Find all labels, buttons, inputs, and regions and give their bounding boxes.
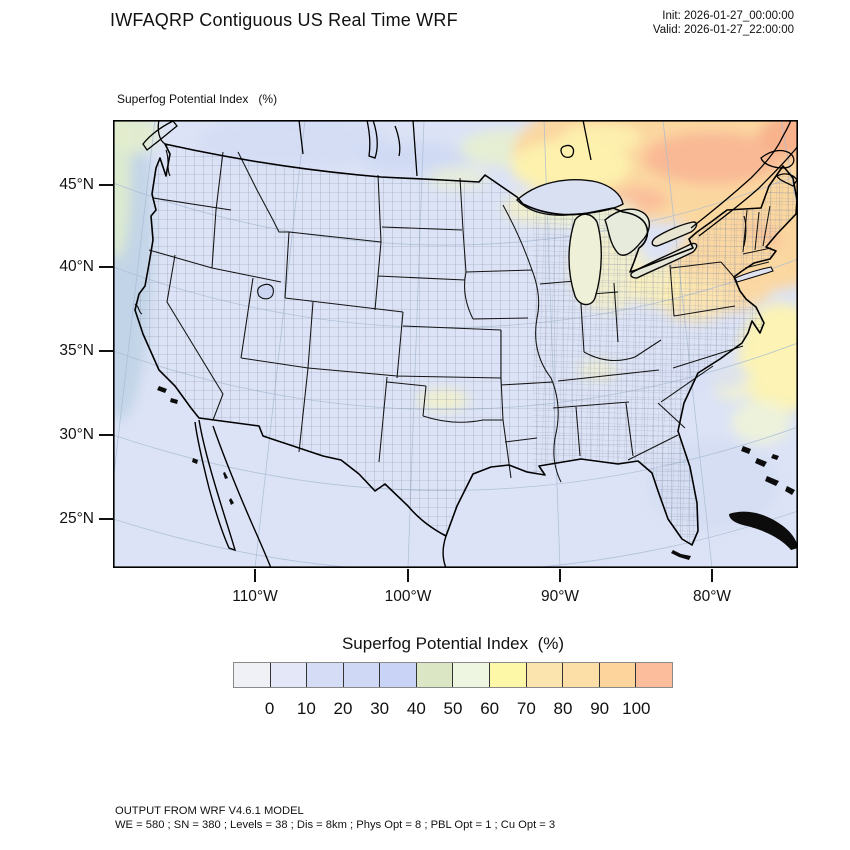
colorbar-cell [598, 663, 636, 687]
mexico-coastlines [194, 419, 447, 569]
longitude-label: 110°W [232, 588, 278, 605]
init-time: Init: 2026-01-27_00:00:00 [662, 10, 794, 22]
longitude-tick [711, 569, 713, 582]
latitude-tick [99, 184, 113, 186]
colorbar-cell [342, 663, 380, 687]
footer-line2: WE = 580 ; SN = 380 ; Levels = 38 ; Dis … [115, 819, 556, 831]
colorbar-cell [635, 663, 672, 687]
colorbar-cell [269, 663, 307, 687]
colorbar-tick-number: 90 [590, 699, 610, 718]
valid-time: Valid: 2026-01-27_22:00:00 [652, 24, 794, 36]
footer: OUTPUT FROM WRF V4.6.1 MODEL WE = 580 ; … [115, 804, 555, 832]
longitude-label: 100°W [384, 588, 432, 605]
longitude-label: 90°W [540, 588, 580, 605]
colorbar-tick-number: 60 [480, 699, 500, 718]
colorbar-tick-number: 20 [333, 699, 353, 718]
longitude-label: 80°W [692, 588, 732, 605]
us-outline [134, 143, 798, 546]
colorbar-tick-number: 10 [296, 699, 316, 718]
colorbar-title: Superfog Potential Index (%) [341, 634, 565, 653]
colorbar-cell [489, 663, 526, 687]
colorbar-tick-number: 50 [443, 699, 463, 718]
colorbar-cell [415, 663, 453, 687]
inland-water-details [134, 149, 774, 315]
latitude-tick [99, 350, 113, 352]
conus-map [85, 60, 850, 572]
latitude-label: 35°N [59, 342, 94, 359]
page-title: IWFAQRP Contiguous US Real Time WRF [110, 10, 458, 30]
colorbar-cell [234, 663, 270, 687]
latitude-tick [99, 434, 113, 436]
colorbar-tick-number: 70 [516, 699, 536, 718]
latitude-label: 40°N [59, 258, 94, 275]
latitude-tick [99, 518, 113, 520]
colorbar-cell [562, 663, 599, 687]
canada-coastlines [142, 119, 799, 237]
colorbar-tick-number: 0 [264, 699, 275, 718]
colorbar-tick-labels: 0 10 20 30 40 50 60 70 80 90 100 [233, 699, 673, 721]
map-frame [113, 120, 799, 568]
colorbar-cell [379, 663, 416, 687]
latitude-label: 45°N [59, 176, 94, 193]
run-info: Init: 2026-01-27_00:00:00 Valid: 2026-01… [653, 9, 794, 37]
colorbar-cell [306, 663, 343, 687]
latitude-label: 25°N [59, 510, 94, 527]
longitude-tick [559, 569, 561, 582]
colorbar-tick-number: 30 [370, 699, 390, 718]
great-lakes [515, 179, 698, 306]
colorbar-tick-number: 40 [406, 699, 426, 718]
field-subtitle: Superfog Potential Index (%) [117, 92, 278, 106]
colorbar-cells [233, 662, 673, 688]
footer-line1: OUTPUT FROM WRF V4.6.1 MODEL [115, 805, 304, 817]
state-borders [148, 151, 772, 483]
longitude-tick [407, 569, 409, 582]
map-panel [85, 60, 850, 572]
latitude-label: 30°N [59, 426, 94, 443]
colorbar-tick-number: 100 [622, 699, 651, 718]
latitude-tick [99, 266, 113, 268]
colorbar-cell [452, 663, 490, 687]
colorbar-tick-number: 80 [553, 699, 573, 718]
colorbar-cell [525, 663, 563, 687]
longitude-tick [254, 569, 256, 582]
